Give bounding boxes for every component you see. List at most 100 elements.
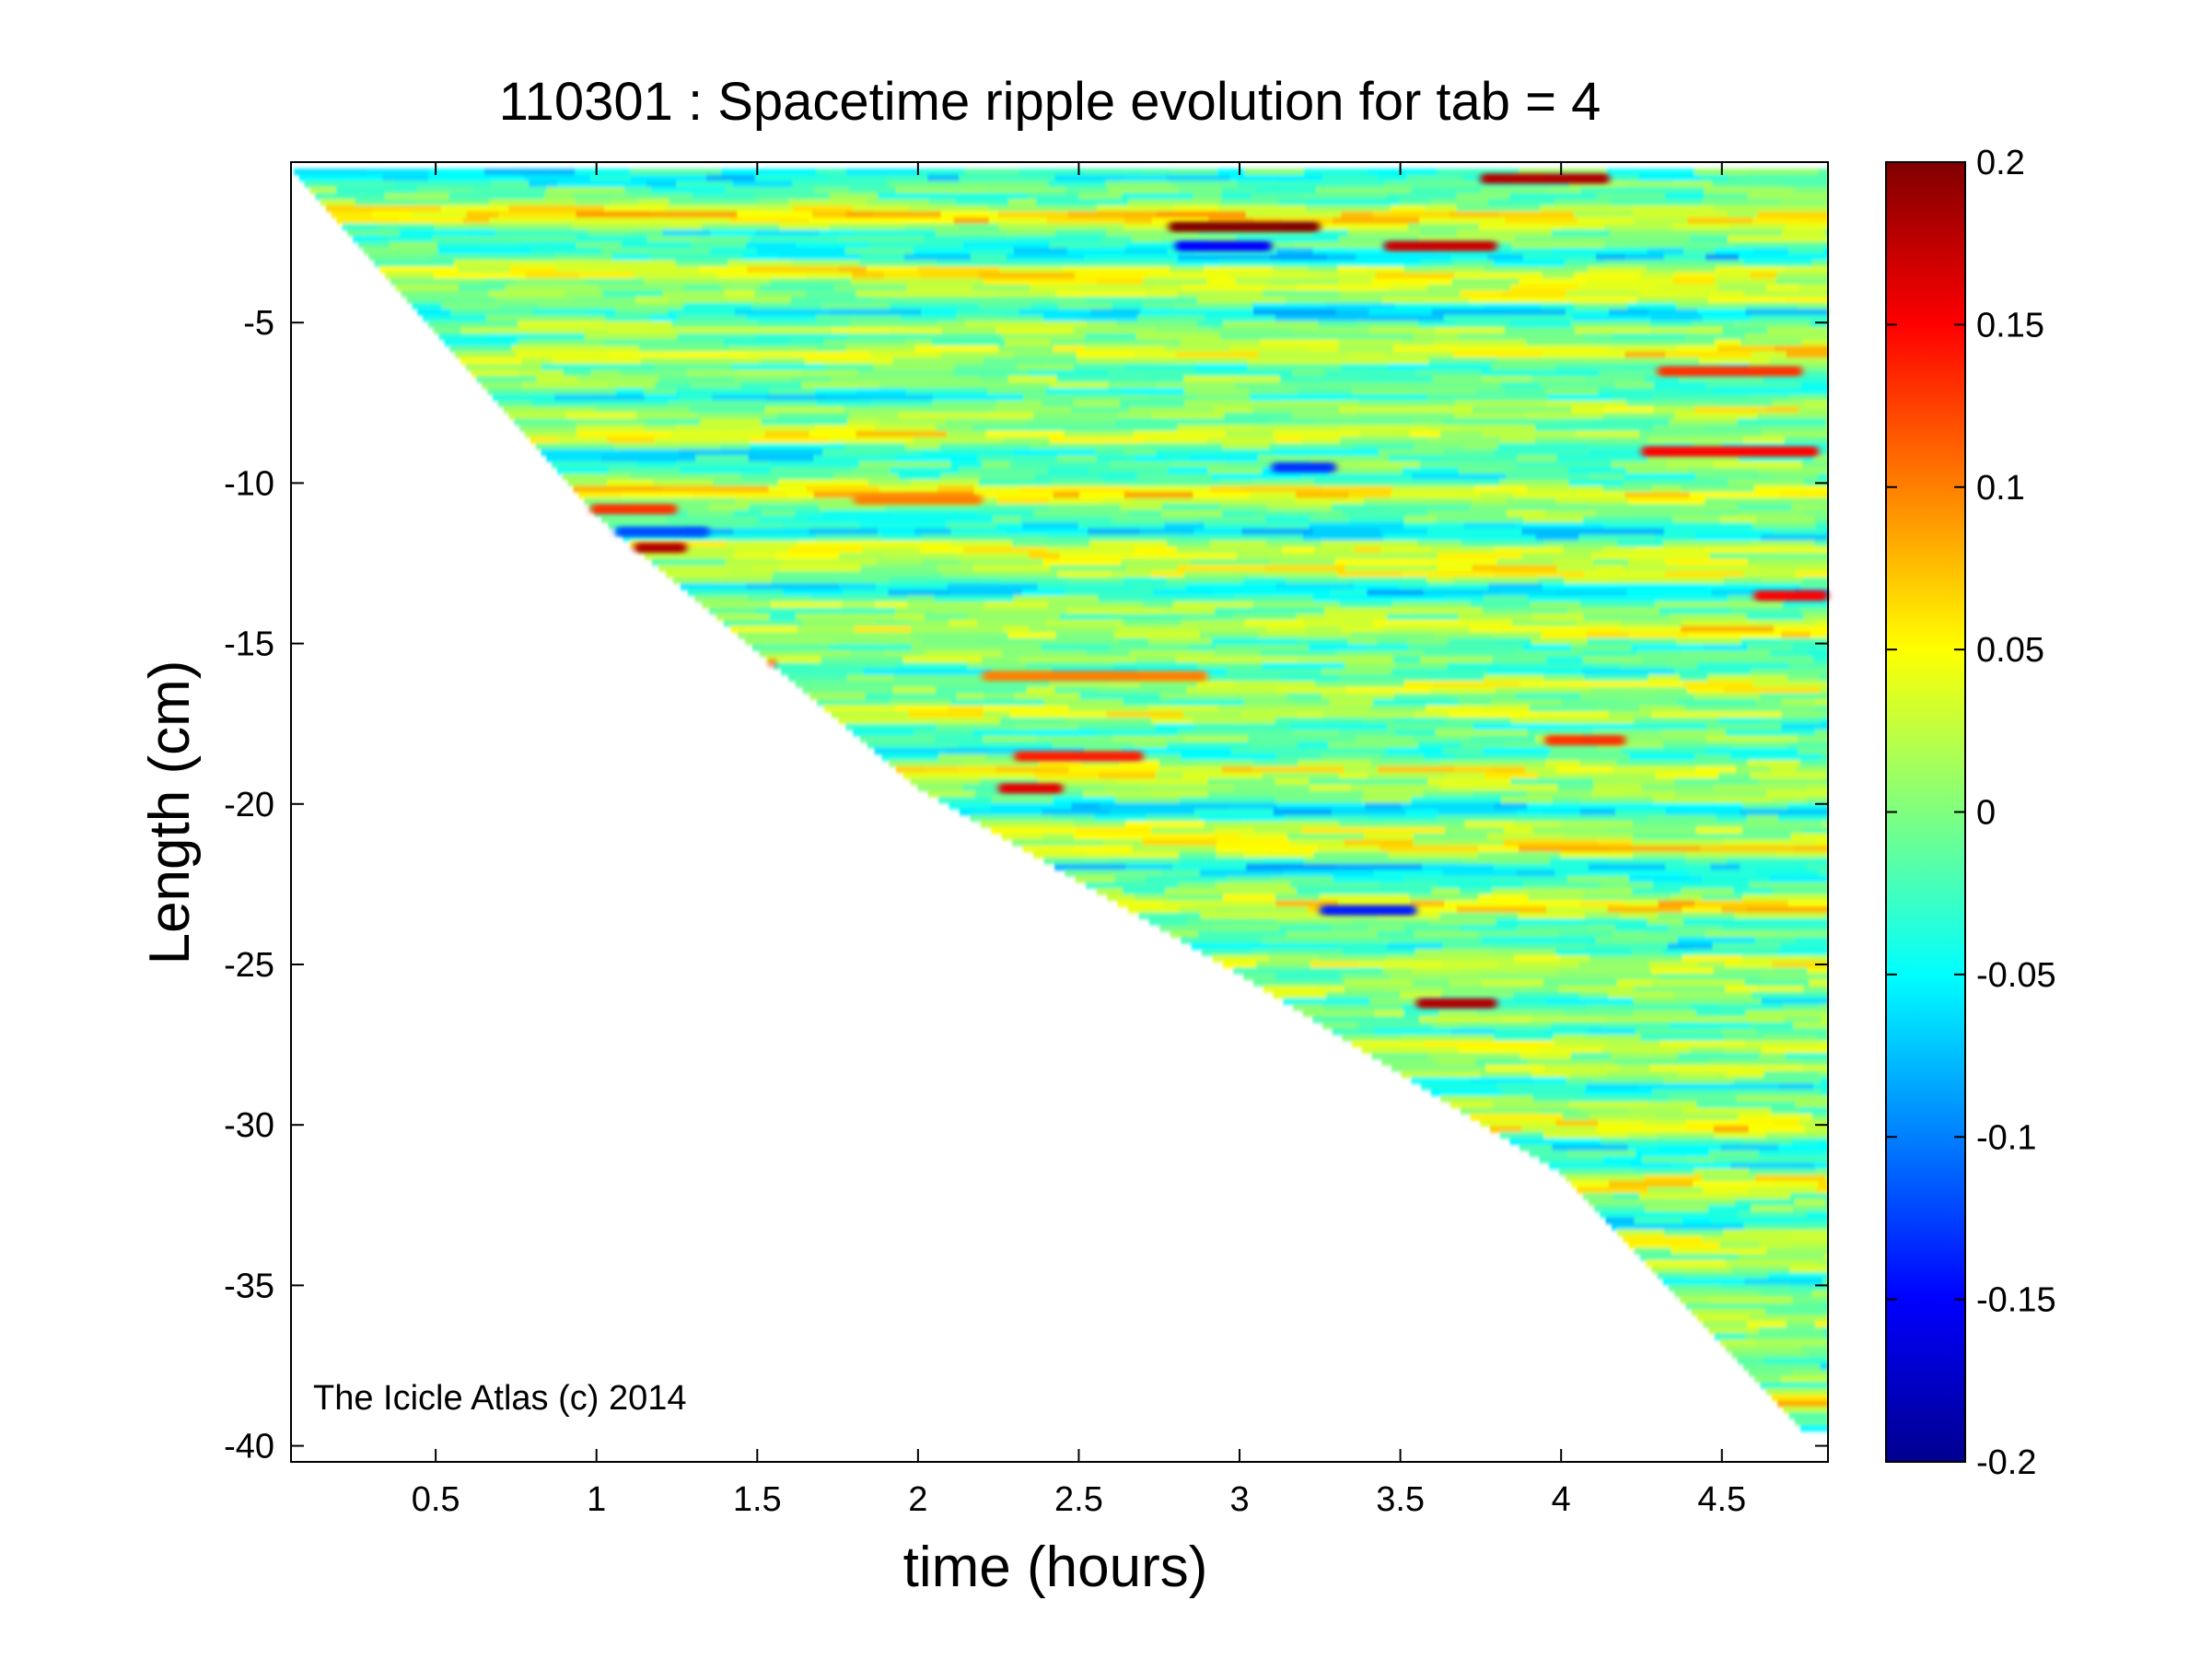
heatmap-cell bbox=[806, 272, 853, 279]
heatmap-cell bbox=[788, 339, 825, 346]
heatmap-cell bbox=[1204, 821, 1242, 828]
heatmap-cell bbox=[1819, 1138, 1829, 1145]
heatmap-cell bbox=[1653, 406, 1695, 414]
heatmap-cell bbox=[1704, 425, 1762, 432]
heatmap-cell bbox=[1269, 558, 1336, 566]
heatmap-cell bbox=[755, 333, 848, 341]
heatmap-cell bbox=[1743, 571, 1797, 578]
heatmap-cell bbox=[953, 217, 990, 225]
heatmap-cell bbox=[1194, 809, 1275, 816]
heatmap-cell bbox=[1676, 302, 1747, 310]
heatmap-cell bbox=[585, 333, 678, 341]
heatmap-cell bbox=[1319, 955, 1387, 963]
heatmap-cell bbox=[995, 327, 1074, 334]
heatmap-cell bbox=[428, 169, 485, 176]
heatmap-cell bbox=[698, 266, 748, 274]
heatmap-cell bbox=[1205, 315, 1276, 322]
heatmap-cell bbox=[655, 381, 692, 389]
heatmap-cell bbox=[1749, 1168, 1790, 1175]
heatmap-cell bbox=[1739, 455, 1815, 462]
heatmap-cell bbox=[1652, 1089, 1730, 1096]
heatmap-cell bbox=[1695, 473, 1773, 481]
heatmap-cell bbox=[1535, 534, 1580, 542]
heatmap-cell bbox=[1307, 199, 1400, 206]
heatmap-cell bbox=[1585, 888, 1633, 895]
heatmap-cell bbox=[1682, 248, 1716, 255]
heatmap-cell bbox=[783, 589, 844, 597]
heatmap-cell bbox=[1800, 381, 1829, 389]
heatmap-cell bbox=[1710, 1217, 1802, 1224]
heatmap-cell bbox=[733, 376, 792, 383]
heatmap-cell bbox=[573, 345, 640, 353]
heatmap-cell bbox=[742, 253, 779, 261]
heatmap-cell bbox=[1016, 236, 1102, 243]
heatmap-cell bbox=[949, 620, 978, 627]
heatmap-cell bbox=[1424, 650, 1488, 658]
heatmap-cell bbox=[1114, 693, 1161, 700]
heatmap-cell bbox=[1501, 290, 1566, 298]
heatmap-cell bbox=[898, 473, 941, 481]
heatmap-cell bbox=[1650, 321, 1694, 328]
heatmap-cell bbox=[773, 571, 853, 578]
heatmap-cell bbox=[1151, 827, 1216, 835]
heatmap-cell bbox=[676, 388, 770, 395]
heatmap-cell bbox=[1792, 1205, 1820, 1212]
heatmap-cell bbox=[829, 223, 905, 230]
heatmap-cell bbox=[1816, 443, 1829, 450]
heatmap-cell bbox=[1680, 1198, 1736, 1206]
heatmap-cell bbox=[1392, 345, 1459, 353]
heatmap-cell bbox=[1085, 333, 1137, 341]
heatmap-cell bbox=[1529, 705, 1595, 712]
heatmap-cell bbox=[1453, 577, 1539, 584]
heatmap-cell bbox=[1821, 1077, 1829, 1084]
heatmap-cell bbox=[1438, 565, 1473, 572]
heatmap-cell bbox=[1366, 644, 1410, 651]
heatmap-cell bbox=[1236, 553, 1291, 560]
heatmap-cell bbox=[1733, 973, 1762, 981]
heatmap-cell bbox=[1655, 772, 1719, 779]
heatmap-cell bbox=[914, 528, 952, 535]
y-tick-label: -30 bbox=[224, 1106, 274, 1145]
heatmap-cell bbox=[1702, 876, 1771, 883]
heatmap-cell bbox=[1390, 479, 1470, 486]
heatmap-cell bbox=[1702, 315, 1752, 322]
colorbar-tick-label: 0.15 bbox=[1976, 306, 2044, 345]
heatmap-cell bbox=[1785, 1053, 1825, 1060]
heatmap-cell bbox=[1633, 833, 1712, 840]
heatmap-cell bbox=[1136, 315, 1205, 322]
heatmap-cell bbox=[1788, 248, 1824, 255]
heatmap-cell bbox=[788, 674, 848, 682]
heatmap-cell bbox=[1491, 699, 1563, 707]
heatmap-cell bbox=[1569, 681, 1633, 688]
heatmap-cell bbox=[1813, 1083, 1829, 1091]
heatmap-cell bbox=[1793, 1022, 1829, 1030]
heatmap-cell bbox=[1515, 650, 1583, 658]
heatmap-cell bbox=[1437, 169, 1520, 176]
heatmap-cell bbox=[1366, 333, 1415, 341]
heatmap-cell bbox=[905, 339, 933, 346]
heatmap-cell bbox=[433, 272, 495, 279]
heatmap-cell bbox=[1769, 357, 1829, 365]
heatmap-cell bbox=[1794, 1198, 1826, 1206]
heatmap-cell bbox=[1745, 1004, 1784, 1011]
heatmap-cell bbox=[1197, 625, 1267, 633]
heatmap-cell bbox=[513, 260, 588, 267]
heatmap-cell bbox=[1638, 174, 1700, 181]
heatmap-cell bbox=[914, 730, 974, 737]
heatmap-cell bbox=[1726, 858, 1818, 865]
heatmap-cell bbox=[1770, 765, 1797, 774]
heatmap-cell bbox=[1275, 437, 1303, 444]
heatmap-cell bbox=[1816, 1034, 1829, 1042]
heatmap-cell bbox=[1469, 625, 1501, 633]
heatmap-cell bbox=[521, 357, 553, 365]
heatmap-cell bbox=[315, 193, 386, 200]
heatmap-cell bbox=[1227, 876, 1273, 883]
heatmap-cell bbox=[858, 461, 951, 469]
heatmap-cell bbox=[1822, 1278, 1829, 1286]
heatmap-cell bbox=[1820, 686, 1829, 694]
heatmap-cell bbox=[1041, 644, 1111, 651]
heatmap-cell bbox=[606, 479, 654, 486]
heatmap-cell bbox=[1403, 876, 1491, 883]
heatmap-cell bbox=[1754, 937, 1797, 944]
heatmap-cell bbox=[1603, 522, 1696, 530]
